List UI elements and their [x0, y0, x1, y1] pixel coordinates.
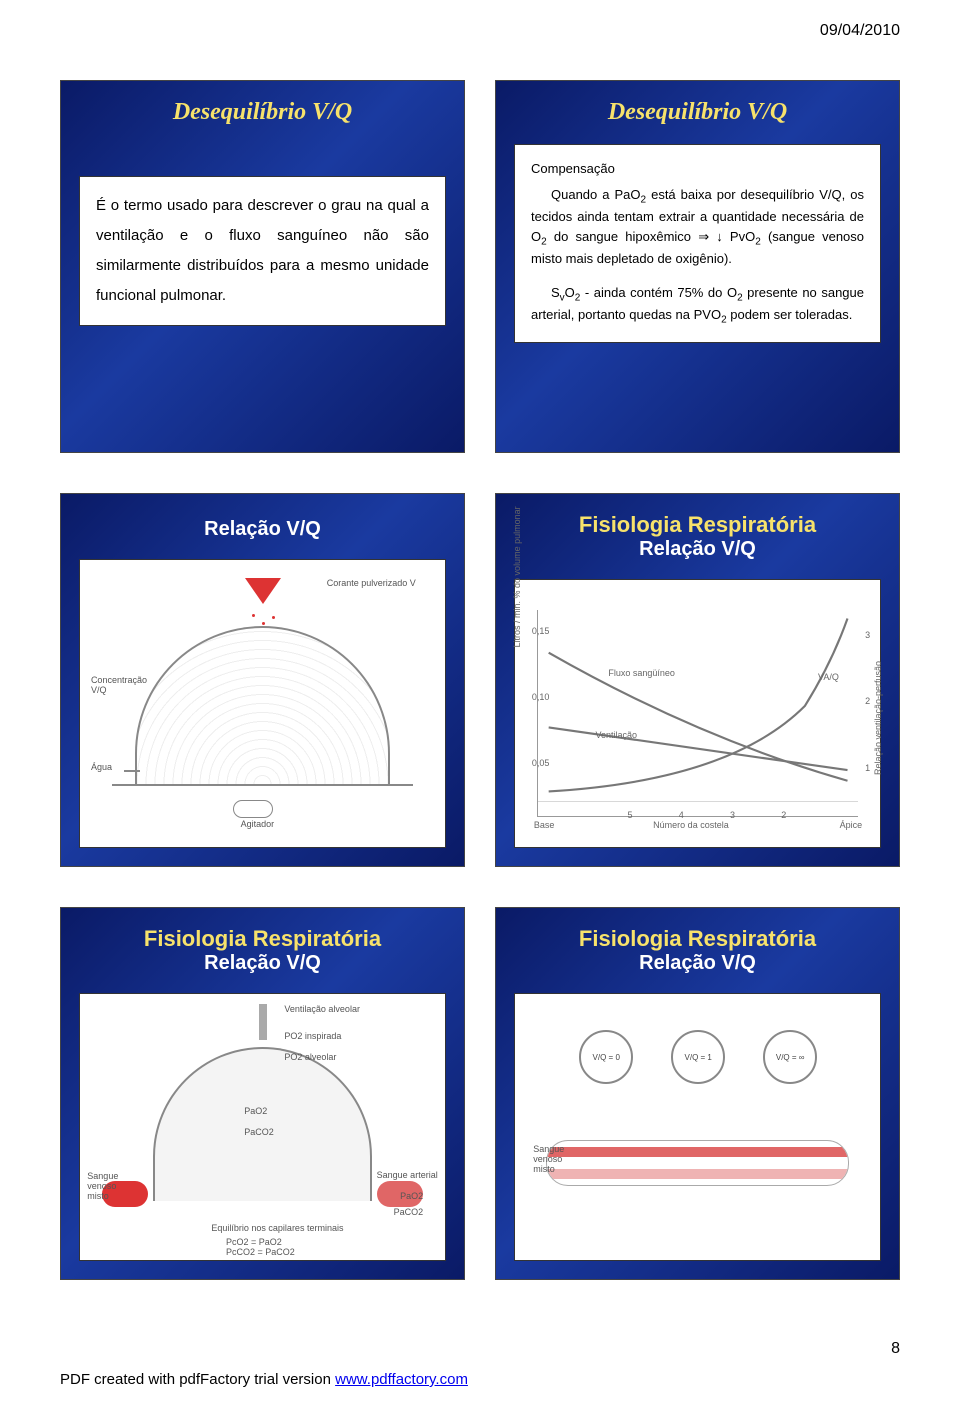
ytick-2: 0,05 [532, 758, 550, 768]
rt2: 1 [865, 763, 870, 773]
dome2-shape [153, 1047, 372, 1201]
xt3: 2 [781, 810, 786, 820]
t: O [565, 285, 575, 300]
l-left6: Sangue venoso misto [533, 1144, 581, 1174]
slide-6-title-b: Relação V/Q [514, 952, 881, 975]
xt1: 4 [679, 810, 684, 820]
slide-5-title-b: Relação V/Q [79, 952, 446, 975]
ytick-0: 0,15 [532, 626, 550, 636]
chart-region: 0,15 0,10 0,05 Fluxo sangüíneo Ventilaçã… [537, 610, 858, 818]
xr: Ápice [840, 820, 863, 830]
slide-4-title-a: Fisiologia Respiratória [514, 512, 881, 538]
l-t3: PO2 alveolar [284, 1052, 336, 1062]
slide-4-title-b: Relação V/Q [514, 538, 881, 561]
ytick-1: 0,10 [532, 692, 550, 702]
page-date: 09/04/2010 [820, 22, 900, 40]
slide-1-body: É o termo usado para descrever o grau na… [79, 176, 446, 326]
slide-2-heading: Compensação [531, 159, 864, 179]
series-2: VA/Q [818, 672, 839, 682]
slide-3-title: Relação V/Q [79, 518, 446, 541]
slide-3: Relação V/Q Corante pulverizado V Concen… [60, 493, 465, 866]
slide-4-title: Fisiologia Respiratória Relação V/Q [514, 512, 881, 561]
slide-6-figure: V/Q = 0 V/Q = 1 V/Q = ∞ Sangue venoso mi… [514, 993, 881, 1261]
slide-5-figure: Ventilação alveolar PO2 inspirada PO2 al… [79, 993, 446, 1261]
footer-text: PDF created with pdfFactory trial versio… [60, 1371, 335, 1388]
slide-3-figure: Corante pulverizado V Concentração V/Q Á… [79, 559, 446, 847]
xl: Base [534, 820, 555, 830]
slide-2-body: Compensação Quando a PaO2 está baixa por… [514, 144, 881, 343]
rt1: 2 [865, 696, 870, 706]
xt2: 3 [730, 810, 735, 820]
slide-2-title: Desequilíbrio V/Q [514, 99, 881, 126]
flow-red1 [547, 1147, 847, 1157]
slide-5-title: Fisiologia Respiratória Relação V/Q [79, 926, 446, 975]
l-m1: PaO2 [244, 1106, 267, 1116]
l-t1: Ventilação alveolar [284, 1004, 360, 1014]
l-r1: Sangue arterial [377, 1170, 438, 1180]
slide-4-figure: 0,15 0,10 0,05 Fluxo sangüíneo Ventilaçã… [514, 579, 881, 847]
slide-1-text: É o termo usado para descrever o grau na… [96, 197, 429, 304]
slide-6-title: Fisiologia Respiratória Relação V/Q [514, 926, 881, 975]
page-number: 8 [891, 1340, 900, 1358]
l-t2: PO2 inspirada [284, 1031, 341, 1041]
slide-2-p1: Quando a PaO2 está baixa por desequilíbr… [531, 185, 864, 269]
slide-2-p2: SvO2 - ainda contém 75% do O2 presente n… [531, 283, 864, 328]
slide-2: Desequilíbrio V/Q Compensação Quando a P… [495, 80, 900, 453]
funnel-icon [245, 578, 281, 604]
slide-5: Fisiologia Respiratória Relação V/Q Vent… [60, 907, 465, 1280]
t: - ainda contém 75% do O [580, 285, 737, 300]
page: 09/04/2010 Desequilíbrio V/Q É o termo u… [0, 0, 960, 1418]
l-left: Sangue venoso misto [87, 1171, 137, 1201]
agitator-shape [233, 800, 273, 818]
l-c1: Equilíbrio nos capilares terminais [211, 1223, 343, 1233]
rt0: 3 [865, 630, 870, 640]
t: S [551, 285, 560, 300]
series-1: Ventilação [596, 730, 638, 740]
t: do sangue hipoxêmico ⇒ ↓ PvO [547, 229, 756, 244]
xlabel: Número da costela [653, 820, 729, 830]
dome-shape [135, 626, 391, 783]
lbl-left: Concentração V/Q [91, 675, 151, 695]
slide-grid: Desequilíbrio V/Q É o termo usado para d… [60, 80, 900, 1280]
lbl-bl: Água [91, 762, 112, 772]
alveoli-diagram: V/Q = 0 V/Q = 1 V/Q = ∞ Sangue venoso mi… [533, 1020, 862, 1233]
series-0: Fluxo sangüíneo [608, 668, 675, 678]
flow-red2 [547, 1169, 847, 1179]
flow-band [546, 1140, 848, 1186]
slide-1: Desequilíbrio V/Q É o termo usado para d… [60, 80, 465, 453]
water-line [124, 770, 140, 772]
slide-4: Fisiologia Respiratória Relação V/Q 0,15… [495, 493, 900, 866]
t: Quando a PaO [551, 187, 641, 202]
lbl-bottom: Agitador [241, 819, 275, 829]
slide-6: Fisiologia Respiratória Relação V/Q V/Q … [495, 907, 900, 1280]
ylabel: Litros / min. % do volume pulmonar [512, 507, 522, 648]
l-c3: PcCO2 = PaCO2 [226, 1247, 295, 1257]
t: podem ser toleradas. [727, 307, 853, 322]
footer-link[interactable]: www.pdffactory.com [335, 1371, 468, 1388]
xt0: 5 [628, 810, 633, 820]
l-r3: PaCO2 [394, 1207, 424, 1217]
slide-1-title: Desequilíbrio V/Q [79, 99, 446, 126]
slide-5-title-a: Fisiologia Respiratória [79, 926, 446, 952]
alv-2: V/Q = 1 [671, 1030, 725, 1084]
alv-3: V/Q = ∞ [763, 1030, 817, 1084]
l-c2: PcO2 = PaO2 [226, 1237, 282, 1247]
l-m2: PaCO2 [244, 1127, 274, 1137]
slide-6-title-a: Fisiologia Respiratória [514, 926, 881, 952]
rlabel: Relação ventilação-perfusão [873, 661, 883, 775]
alv-1: V/Q = 0 [579, 1030, 633, 1084]
l-r2: PaO2 [400, 1191, 423, 1201]
lbl-top: Corante pulverizado V [327, 578, 416, 588]
chart-svg [538, 610, 858, 802]
footer: PDF created with pdfFactory trial versio… [60, 1371, 468, 1388]
pipe-shape [259, 1004, 267, 1040]
